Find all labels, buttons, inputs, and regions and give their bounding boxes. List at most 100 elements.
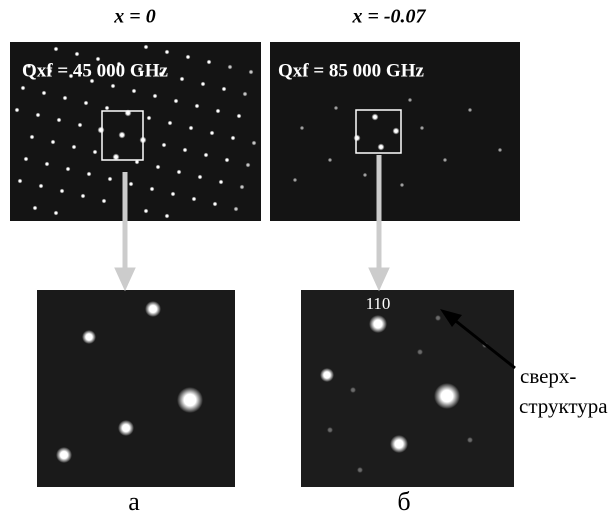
spot [30,135,35,140]
spot [207,60,212,65]
spot [177,387,203,413]
spot [180,77,185,82]
spot [145,301,161,317]
spot [93,150,98,155]
spot [228,65,233,70]
frequency: Qxf = 85 000 GHz [278,60,424,81]
spot [39,184,44,189]
spot [56,447,72,463]
spot [51,140,56,145]
spot [435,315,441,321]
spot [252,141,257,146]
spot [213,202,218,207]
spot [111,84,116,89]
spot [82,330,96,344]
panel-title: x = -0.07 [351,6,426,28]
spot [174,99,179,104]
spot [156,165,161,170]
spot [132,89,137,94]
spot [183,148,188,153]
spot [204,153,209,158]
spot [219,180,224,185]
spot [328,158,332,162]
spot [81,194,86,199]
spot [144,45,149,50]
spot [54,47,59,52]
spot [467,437,473,443]
spot [357,467,363,473]
spot [400,183,404,187]
spot [118,420,134,436]
spot [186,55,191,60]
spot-label: 110 [366,294,391,313]
annotation: сверх- [520,364,576,388]
spot [243,92,248,97]
spot [119,132,126,139]
spot [354,135,361,142]
spot [87,172,92,177]
figure: x = 0 x = -0.07 Qxf = 45 000 GHz Qxf = 8… [0,0,609,519]
spot [240,185,245,190]
spot [78,123,83,128]
spot [378,144,385,151]
spot [327,427,333,433]
spot [108,177,113,182]
spot [42,91,47,96]
spot [198,175,203,180]
spot [320,368,334,382]
spot [372,114,379,121]
annotation: структура [519,394,608,418]
spot [390,435,408,453]
spot [54,211,59,216]
spot [66,167,71,172]
caption: а [128,487,140,516]
spot [171,192,176,197]
spot [468,108,472,112]
spot [408,98,412,102]
spot [63,96,68,101]
spot [144,209,149,214]
spot [57,118,62,123]
spot [210,131,215,136]
spot [189,126,194,131]
spot [222,87,227,92]
spot [45,162,50,167]
spot [350,387,356,393]
panel-title: x = 0 [113,6,155,28]
spot [36,113,41,118]
spot [246,163,251,168]
spot [237,114,242,119]
spot [369,315,387,333]
spot [98,127,105,134]
spot [249,70,254,75]
spot [102,199,107,204]
spot [393,128,400,135]
spot [84,101,89,106]
spot [417,349,423,355]
spot [363,173,367,177]
spot [434,383,460,409]
spot [15,108,20,113]
spot [150,187,155,192]
spot [334,106,338,110]
spot [168,121,173,126]
spot [293,178,297,182]
spot [420,126,424,130]
zoom-image [301,290,514,487]
caption: б [397,487,410,516]
spot [18,179,23,184]
spot [24,157,29,162]
spot [21,86,26,91]
spot [153,94,158,99]
spot [33,206,38,211]
spot [165,50,170,55]
spot [300,126,304,130]
spot [60,189,65,194]
spot [234,207,239,212]
spot [147,116,152,121]
spot [231,136,236,141]
spot [162,143,167,148]
spot [443,158,447,162]
frequency: Qxf = 45 000 GHz [22,60,168,81]
spot [225,158,230,163]
